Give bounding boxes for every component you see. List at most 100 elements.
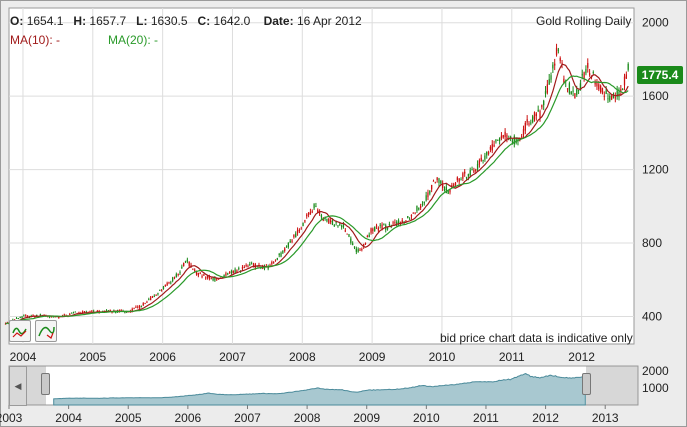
candle-body <box>326 219 328 222</box>
candle-body <box>557 49 560 51</box>
candle-body <box>201 276 203 278</box>
candle-body <box>206 275 209 278</box>
candle-body <box>579 83 582 90</box>
candle-body <box>111 312 113 314</box>
navigator-y-tick-label: 1000 <box>642 381 669 395</box>
candle-body <box>603 95 605 97</box>
candle-body <box>508 139 510 141</box>
candle-body <box>443 188 446 190</box>
candle-body <box>307 212 310 215</box>
candle-body <box>142 303 144 306</box>
candle-body <box>601 88 604 94</box>
candle-body <box>25 315 27 317</box>
candle-body <box>530 122 532 124</box>
candle-body <box>313 204 315 209</box>
candle-body <box>419 206 422 208</box>
candle-body <box>170 282 172 284</box>
candle-body <box>447 190 449 194</box>
candle-body <box>566 88 569 90</box>
candle-body <box>478 160 481 165</box>
y-tick-label: 1600 <box>642 89 669 103</box>
navigator-right-handle[interactable] <box>582 373 591 395</box>
candle-body <box>407 216 409 219</box>
candle-body <box>137 306 139 308</box>
navigator-x-tick-label: 2011 <box>473 411 499 425</box>
candle-body <box>337 225 339 227</box>
candle-body <box>377 227 380 231</box>
candle-body <box>533 112 536 120</box>
candle-body <box>146 301 148 303</box>
candle-body <box>166 282 168 286</box>
candle-body <box>611 95 613 100</box>
candle-body <box>32 315 34 317</box>
last-price-badge: 1775.4 <box>637 66 683 84</box>
x-tick-label: 2008 <box>289 350 316 364</box>
candle-body <box>467 174 470 177</box>
candle-body <box>329 220 332 223</box>
candle-body <box>225 273 227 276</box>
candle-body <box>278 254 280 256</box>
candle-body <box>311 211 313 213</box>
candle-body <box>442 183 444 189</box>
candle-body <box>339 223 341 225</box>
candle-body <box>408 218 411 220</box>
candle-body <box>616 91 618 97</box>
x-tick-label: 2006 <box>149 350 176 364</box>
navigator-x-tick-label: 2009 <box>353 411 380 425</box>
candle-body <box>159 289 161 291</box>
candle-body <box>295 233 297 238</box>
candle-body <box>462 173 464 179</box>
candle-body <box>285 246 288 248</box>
candle-body <box>559 58 561 61</box>
candle-body <box>585 68 587 74</box>
candle-body <box>335 221 337 223</box>
candle-body <box>144 303 146 305</box>
candle-body <box>328 218 330 224</box>
candle-body <box>21 316 23 319</box>
candle-body <box>135 306 137 308</box>
candle-body <box>228 272 231 274</box>
indicator-tool-button[interactable] <box>9 320 31 342</box>
candle-body <box>414 212 416 214</box>
scroll-left-button[interactable]: ◀ <box>9 366 27 406</box>
candle-body <box>172 277 174 282</box>
candle-body <box>83 311 86 313</box>
candle-body <box>581 74 583 76</box>
candle-body <box>236 270 238 273</box>
candle-body <box>519 140 521 142</box>
candle-body <box>217 278 220 280</box>
candle-body <box>454 182 457 185</box>
candle-body <box>532 116 534 123</box>
candle-body <box>149 297 152 301</box>
candle-body <box>423 201 425 204</box>
draw-tool-button[interactable] <box>35 320 57 342</box>
candle-body <box>434 182 436 184</box>
candle-body <box>4 323 7 325</box>
navigator-x-tick-label: 2008 <box>294 411 321 425</box>
candle-body <box>543 100 545 106</box>
low-label: L: <box>136 14 148 28</box>
candle-body <box>497 139 499 141</box>
candle-body <box>296 229 299 234</box>
candle-body <box>63 314 65 316</box>
candle-body <box>539 110 541 118</box>
candle-body <box>486 151 488 156</box>
navigator-y-tick-label: 2000 <box>642 364 669 378</box>
x-tick-label: 2012 <box>568 350 595 364</box>
candle-body <box>47 316 49 318</box>
navigator-x-tick-label: 2013 <box>592 411 619 425</box>
candle-body <box>69 313 71 315</box>
candle-body <box>348 234 350 237</box>
trend-curve-icon <box>38 326 55 339</box>
candle-body <box>495 139 497 142</box>
candle-body <box>78 311 80 314</box>
candle-body <box>309 211 312 215</box>
candle-body <box>284 248 286 251</box>
navigator-left-handle[interactable] <box>41 373 50 395</box>
candle-body <box>599 85 602 93</box>
candle-body <box>480 157 482 161</box>
candle-body <box>550 75 552 80</box>
candle-body <box>612 94 615 98</box>
